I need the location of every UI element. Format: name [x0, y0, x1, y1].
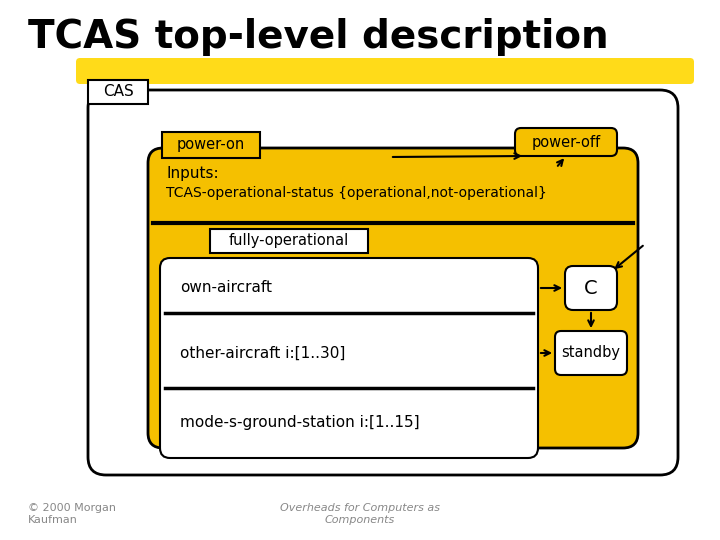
Text: power-on: power-on: [177, 138, 245, 152]
Text: Inputs:: Inputs:: [166, 166, 219, 181]
Text: TCAS-operational-status {operational,not-operational}: TCAS-operational-status {operational,not…: [166, 186, 547, 200]
Bar: [162, 132, 260, 158]
Text: power-off: power-off: [531, 134, 600, 150]
FancyBboxPatch shape: [88, 90, 678, 475]
Text: mode-s-ground-station i:[1..15]: mode-s-ground-station i:[1..15]: [180, 415, 420, 430]
FancyBboxPatch shape: [76, 58, 694, 84]
Text: Overheads for Computers as
Components: Overheads for Computers as Components: [280, 503, 440, 525]
Bar: [210, 229, 368, 253]
Text: standby: standby: [562, 346, 621, 361]
FancyBboxPatch shape: [555, 331, 627, 375]
Text: CAS: CAS: [103, 84, 133, 99]
Text: © 2000 Morgan
Kaufman: © 2000 Morgan Kaufman: [28, 503, 116, 525]
FancyBboxPatch shape: [565, 266, 617, 310]
Text: fully-operational: fully-operational: [229, 233, 349, 248]
Text: TCAS top-level description: TCAS top-level description: [28, 18, 608, 56]
FancyBboxPatch shape: [160, 258, 538, 458]
Bar: [88, 80, 148, 104]
Text: C: C: [584, 279, 598, 298]
FancyBboxPatch shape: [148, 148, 638, 448]
Text: other-aircraft i:[1..30]: other-aircraft i:[1..30]: [180, 346, 346, 361]
Text: own-aircraft: own-aircraft: [180, 280, 272, 295]
FancyBboxPatch shape: [515, 128, 617, 156]
